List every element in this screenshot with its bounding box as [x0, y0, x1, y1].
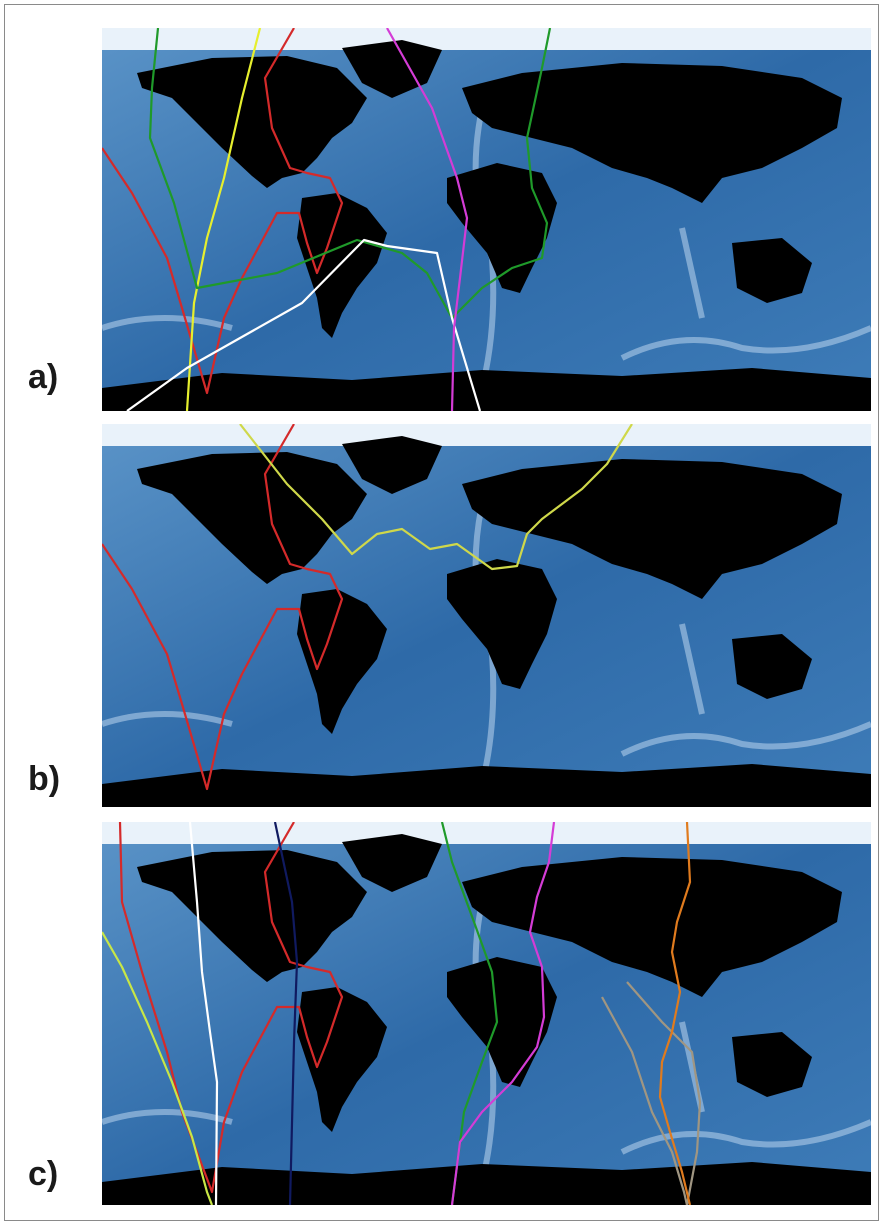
antarctica: [102, 368, 871, 411]
south-america: [297, 589, 387, 734]
arctic-ice: [102, 28, 871, 50]
greenland: [342, 834, 442, 892]
world-map-a: [102, 28, 871, 411]
route-white: [188, 822, 219, 1205]
australia: [732, 1032, 812, 1097]
antarctica: [102, 764, 871, 807]
map-panel-b: [102, 424, 871, 807]
arctic-ice: [102, 424, 871, 446]
south-america: [297, 193, 387, 338]
route-red: [118, 822, 344, 1194]
world-map-c: [102, 822, 871, 1205]
north-america: [137, 56, 367, 188]
map-panel-a: [102, 28, 871, 411]
route-yellow: [239, 424, 633, 571]
routes-c: [102, 822, 702, 1205]
route-green: [148, 28, 552, 320]
panel-label-b: b): [28, 760, 61, 798]
landmasses: [102, 40, 871, 411]
africa: [447, 163, 557, 293]
arctic-ice: [102, 822, 871, 844]
route-grey: [601, 981, 702, 1205]
north-america: [137, 452, 367, 584]
greenland: [342, 436, 442, 494]
europe-asia: [462, 63, 842, 203]
route-magenta: [450, 822, 556, 1205]
routes-a: [102, 28, 552, 411]
route-orange: [658, 822, 692, 1205]
routes-b: [102, 424, 633, 791]
europe-asia: [462, 857, 842, 997]
route-green: [440, 822, 499, 1205]
route-yellow: [185, 28, 262, 411]
route-red: [102, 424, 344, 791]
africa: [447, 559, 557, 689]
route-magenta: [386, 28, 469, 411]
panel-label-a: a): [28, 358, 59, 396]
europe-asia: [462, 459, 842, 599]
route-navy: [273, 822, 299, 1205]
australia: [732, 634, 812, 699]
route-lime: [102, 931, 214, 1205]
landmasses: [102, 436, 871, 807]
world-map-b: [102, 424, 871, 807]
map-panel-c: [102, 822, 871, 1205]
panel-label-c: c): [28, 1155, 59, 1193]
route-white: [126, 238, 482, 411]
route-red: [102, 28, 344, 395]
south-america: [297, 987, 387, 1132]
africa: [447, 957, 557, 1087]
australia: [732, 238, 812, 303]
